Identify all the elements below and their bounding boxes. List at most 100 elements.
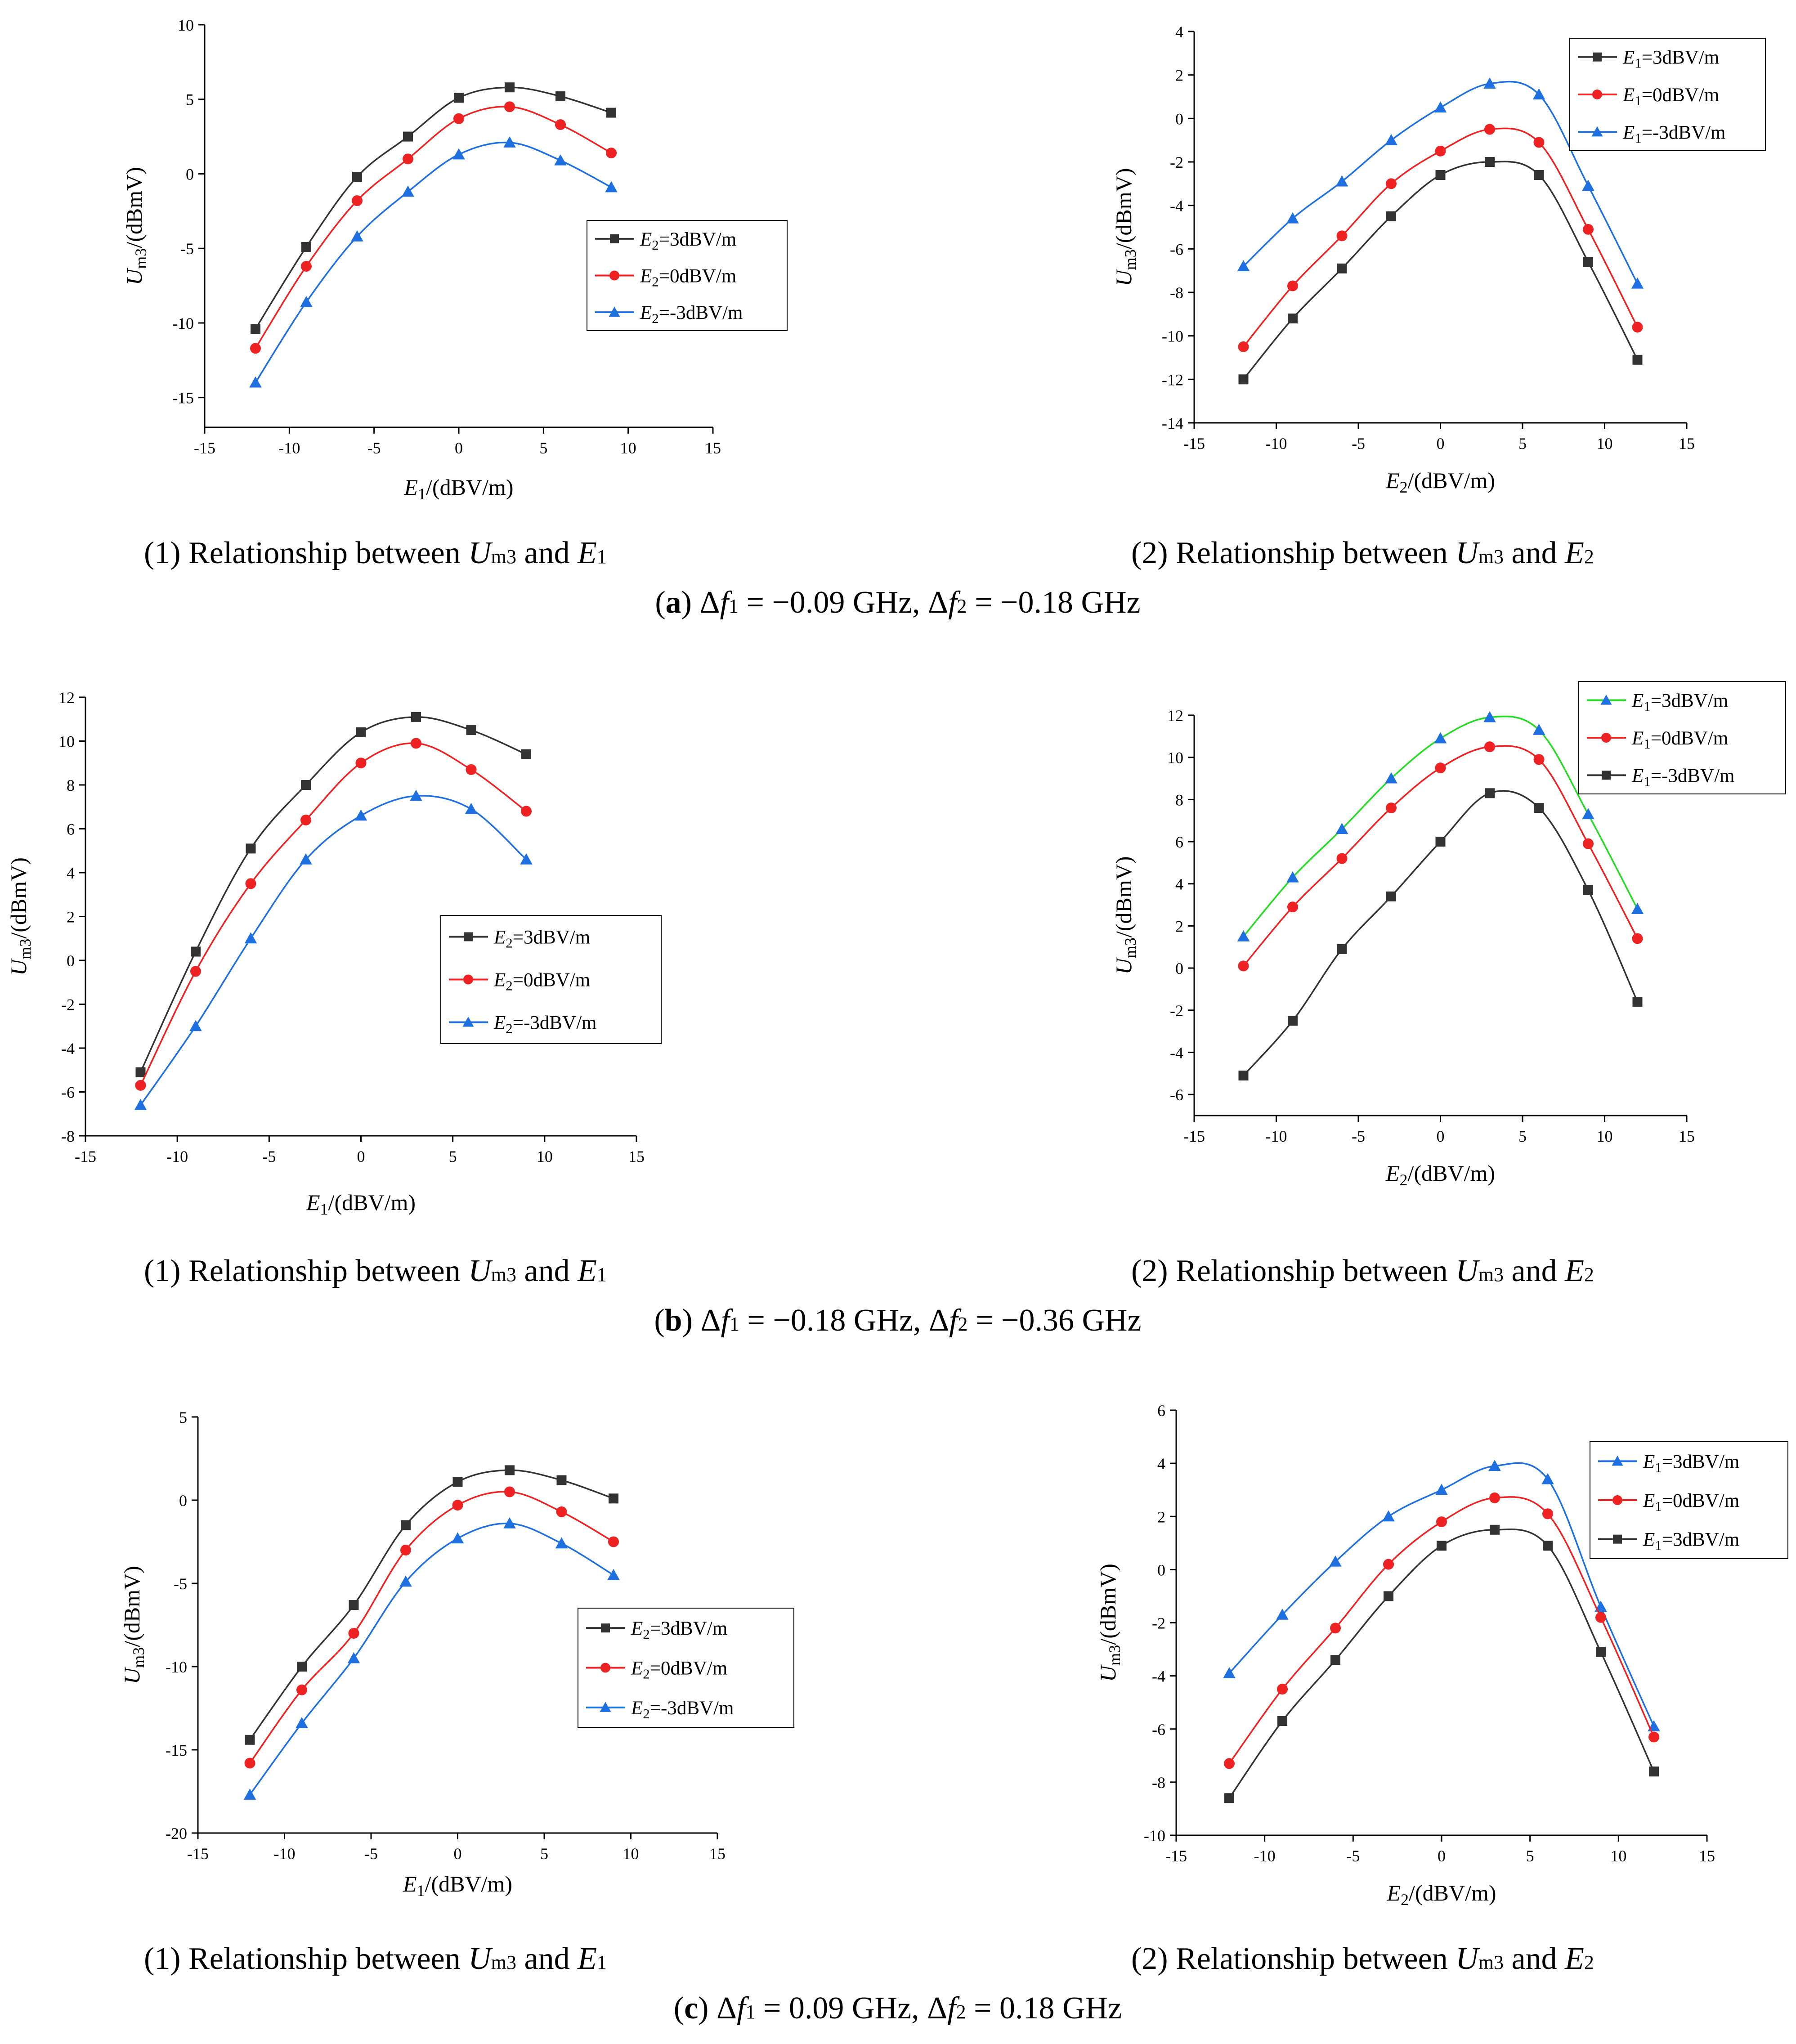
legend-marker [610, 234, 619, 243]
data-point [250, 343, 261, 354]
data-point [1631, 277, 1644, 289]
legend-marker [1602, 771, 1611, 780]
legend-marker [609, 306, 620, 317]
x-tick-label: 5 [449, 1148, 457, 1165]
y-tick-label: -6 [1170, 1086, 1183, 1104]
data-point [1596, 1647, 1606, 1657]
x-tick-label: 5 [540, 1845, 548, 1863]
data-point [1484, 741, 1495, 753]
data-point [1583, 257, 1593, 267]
y-tick-label: 0 [1175, 959, 1183, 977]
x-tick-label: -15 [187, 1845, 209, 1863]
data-point [249, 376, 262, 388]
y-tick-label: -6 [1152, 1721, 1165, 1739]
legend: E2=3dBV/m E2=0dBV/m E2=-3dBV/m [587, 220, 788, 331]
caption-row-c: (c) Δf1 = 0.09 GHz, Δf2 = 0.18 GHz [674, 1991, 1122, 2026]
data-point [1594, 1600, 1607, 1612]
chart-b1: -15 -10 -5 0 5 10 15 -8 -6 -4 -2 0 2 4 6 8 10 12 E1/(dBV/m… [6, 689, 662, 1218]
legend-label: E2=-3dBV/m [493, 1013, 596, 1036]
data-point [1488, 1460, 1501, 1471]
series-line-2 [1228, 1529, 1655, 1799]
data-point [1330, 1623, 1341, 1634]
data-point [1649, 1766, 1659, 1777]
data-point [1542, 1508, 1553, 1520]
x-tick-label: 0 [1437, 435, 1445, 453]
x-tick-label: 15 [1679, 1127, 1695, 1145]
data-point [1632, 354, 1643, 365]
y-tick-label: 8 [1175, 791, 1183, 809]
data-point [1532, 88, 1545, 100]
y-tick-label: 8 [67, 776, 75, 794]
y-tick-label: -8 [61, 1127, 75, 1145]
data-point [555, 1537, 568, 1549]
legend-label: E2=3dBV/m [640, 229, 736, 253]
legend-marker [1592, 90, 1602, 99]
data-point [1385, 772, 1397, 784]
x-tick-label: 5 [539, 439, 547, 457]
y-tick-label: -8 [1152, 1774, 1165, 1792]
x-tick-label: 10 [623, 1845, 639, 1863]
data-point [191, 946, 201, 957]
x-tick-label: 10 [1597, 1127, 1613, 1145]
y-tick-label: 10 [58, 733, 75, 751]
x-tick-label: -5 [1346, 1847, 1360, 1865]
chart-layer: -15 -10 -5 0 5 10 15-15-10-50510E1/(dBV/m)Um3/… [6, 16, 1788, 1909]
data-point [1583, 224, 1594, 235]
data-point [1335, 175, 1348, 187]
y-tick-label: 0 [186, 165, 194, 183]
data-point [1483, 711, 1496, 722]
x-tick-label: 5 [1518, 1127, 1527, 1145]
data-point [1237, 260, 1250, 271]
y-tick-label: 0 [179, 1492, 187, 1510]
x-tick-label: 0 [454, 1845, 462, 1863]
legend-label: E1=3dBV/m [1643, 1529, 1739, 1553]
y-tick-label: -15 [166, 1741, 187, 1759]
x-tick-label: 15 [1699, 1847, 1715, 1865]
x-axis-label: E1/(dBV/m) [404, 475, 514, 503]
y-tick-label: -5 [180, 240, 194, 258]
y-tick-label: 6 [1175, 833, 1183, 851]
data-point [1534, 170, 1544, 180]
data-point [1386, 802, 1397, 814]
x-tick-label: 0 [357, 1148, 365, 1165]
y-tick-label: 12 [58, 689, 75, 707]
data-point [452, 148, 465, 160]
x-tick-label: -10 [278, 439, 300, 457]
subcaption-c2: (2) Relationship between Um3 and E2 [1131, 1941, 1594, 1976]
y-tick-label: -2 [1170, 153, 1183, 171]
data-point [296, 1717, 308, 1728]
x-tick-label: 15 [705, 439, 721, 457]
y-tick-label: 2 [67, 908, 75, 926]
legend-marker [1613, 1534, 1622, 1544]
caption-row-b: (b) Δf1 = −0.18 GHz, Δf2 = −0.36 GHz [654, 1303, 1141, 1338]
data-point [246, 843, 256, 854]
y-tick-label: -6 [1170, 240, 1183, 258]
data-point [607, 1569, 620, 1580]
data-point [466, 725, 476, 735]
data-point [245, 1735, 255, 1745]
y-axis-label: Um3/(dBmV) [1095, 1564, 1124, 1682]
x-tick-label: -5 [1352, 435, 1365, 453]
data-point [1336, 853, 1348, 864]
data-point [1489, 1492, 1500, 1503]
x-tick-label: 0 [455, 439, 463, 457]
data-point [1434, 732, 1447, 744]
legend-label: E1=0dBV/m [1622, 85, 1719, 108]
legend-label: E2=-3dBV/m [640, 302, 743, 326]
data-point [1238, 341, 1249, 352]
x-tick-label: 0 [1437, 1127, 1445, 1145]
data-point [411, 738, 421, 749]
data-point [411, 712, 421, 722]
data-point [1330, 1655, 1340, 1665]
subcaption-a1: (1) Relationship between Um3 and E1 [144, 536, 607, 570]
data-point [244, 1757, 255, 1769]
data-point [1435, 170, 1446, 180]
legend-label: E2=0dBV/m [493, 970, 590, 994]
data-point [556, 1506, 567, 1517]
y-tick-label: 4 [1175, 23, 1183, 41]
data-point [134, 1099, 147, 1110]
data-point [1485, 157, 1495, 167]
y-tick-label: -6 [61, 1084, 75, 1102]
data-point [1286, 212, 1299, 224]
